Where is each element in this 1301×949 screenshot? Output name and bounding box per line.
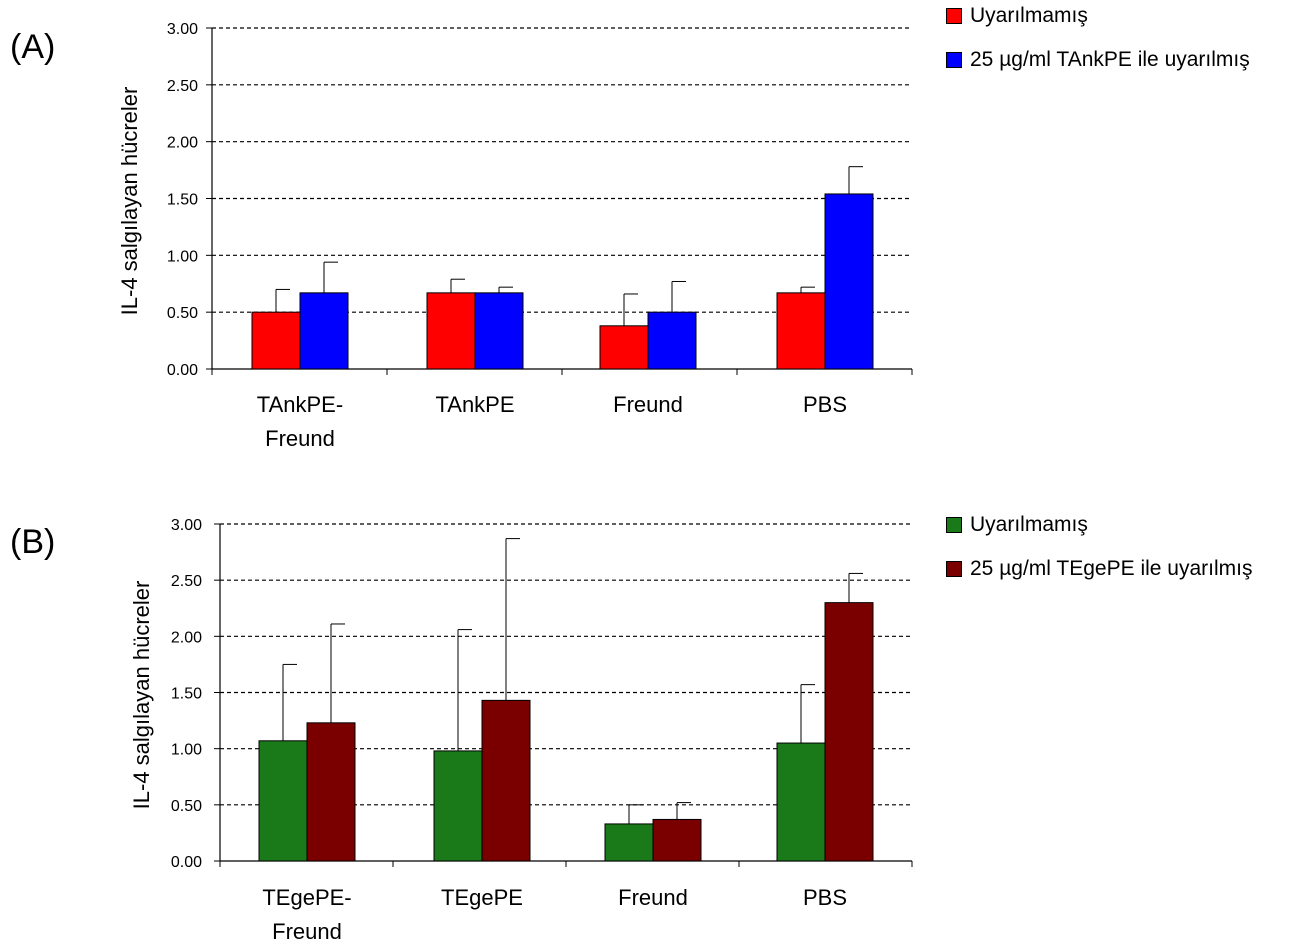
panel-b-bar	[481, 699, 531, 862]
panel-a-bar	[599, 325, 649, 370]
panel-a-category-label: PBS	[803, 392, 847, 417]
panel-b-category-label: PBS	[803, 885, 847, 910]
panel-b-y-tick-label: 3.00	[171, 517, 202, 534]
panel-a-category-label: Freund	[265, 426, 335, 451]
panel-b-y-tick-label: 2.50	[171, 573, 202, 590]
legend-swatch-red	[946, 8, 962, 24]
panel-a-bar	[251, 311, 301, 370]
panel-a-legend: Uyarılmamış 25 µg/ml TAnkPE ile uyarılmı…	[946, 0, 1250, 82]
legend-swatch-green	[946, 517, 962, 533]
panel-b-bar	[433, 750, 483, 862]
panel-b-category-label: Freund	[618, 885, 688, 910]
panel-b-y-tick-label: 1.00	[171, 742, 202, 759]
panel-a-category-label: TAnkPE-	[257, 392, 343, 417]
panel-b-bar	[306, 722, 356, 862]
legend-item: 25 µg/ml TEgePE ile uyarılmış	[946, 547, 1253, 591]
panel-a-bar	[647, 311, 697, 370]
panel-b-category-label: TEgePE	[441, 885, 523, 910]
legend-swatch-blue	[946, 52, 962, 68]
legend-swatch-darkred	[946, 561, 962, 577]
panel-a-label: (A)	[10, 28, 56, 66]
panel-a-y-tick-label: 0.00	[167, 362, 198, 379]
panel-b-bar	[604, 823, 654, 862]
panel-b-y-tick-label: 0.00	[171, 854, 202, 871]
panel-a-bar	[824, 193, 874, 370]
panel-b-y-tick-label: 2.00	[171, 629, 202, 646]
legend-label: Uyarılmamış	[970, 513, 1088, 536]
panel-b-bar	[258, 740, 308, 862]
panel-a-bar	[299, 292, 349, 370]
panel-b-legend: Uyarılmamış 25 µg/ml TEgePE ile uyarılmı…	[946, 503, 1253, 591]
panel-a-bar	[426, 292, 476, 370]
legend-item: Uyarılmamış	[946, 0, 1250, 38]
panel-b-y-tick-label: 0.50	[171, 798, 202, 815]
legend-item: 25 µg/ml TAnkPE ile uyarılmış	[946, 38, 1250, 82]
legend-label: 25 µg/ml TAnkPE ile uyarılmış	[970, 48, 1250, 71]
legend-label: Uyarılmamış	[970, 4, 1088, 27]
panel-a-y-tick-label: 0.50	[167, 305, 198, 322]
panel-a-y-tick-label: 2.50	[167, 78, 198, 95]
legend-item: Uyarılmamış	[946, 503, 1253, 547]
legend-label: 25 µg/ml TEgePE ile uyarılmış	[970, 557, 1253, 580]
panel-b-y-tick-label: 1.50	[171, 686, 202, 703]
panel-b-category-label: TEgePE-	[262, 885, 351, 910]
panel-a-bar	[776, 292, 826, 370]
panel-a-y-tick-label: 3.00	[167, 21, 198, 38]
panel-a-category-label: Freund	[613, 392, 683, 417]
panel-b-bar	[652, 818, 702, 862]
panel-b-y-axis-label: IL-4 salgılayan hücreler	[129, 580, 154, 810]
panel-a-category-label: TAnkPE	[435, 392, 514, 417]
panel-a-y-tick-label: 2.00	[167, 135, 198, 152]
panel-a-y-axis-label: IL-4 salgılayan hücreler	[117, 86, 142, 316]
panel-b-category-label: Freund	[272, 919, 342, 944]
panel-b-bar	[776, 742, 826, 862]
panel-a-y-tick-label: 1.50	[167, 192, 198, 209]
panel-a-bar	[474, 292, 524, 370]
panel-b-bar	[824, 602, 874, 862]
panel-b-label: (B)	[10, 523, 56, 561]
panel-a-y-tick-label: 1.00	[167, 248, 198, 265]
